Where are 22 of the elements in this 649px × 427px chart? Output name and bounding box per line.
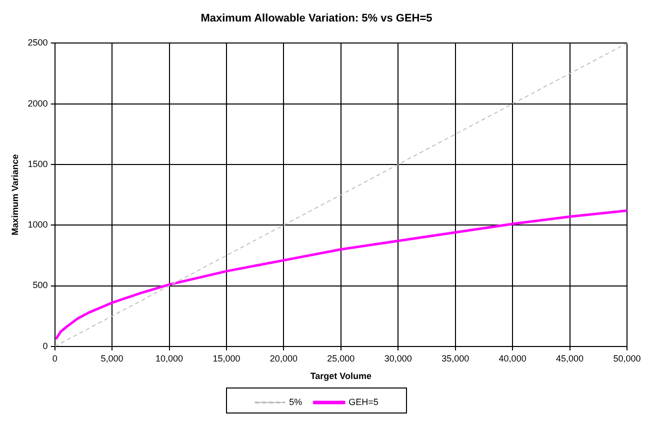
y-tick-label: 1500	[28, 158, 48, 169]
y-tick-label: 2000	[28, 98, 48, 108]
y-tick-label: 1000	[28, 220, 48, 230]
x-tick-label: 35,000	[442, 353, 470, 364]
y-axis-title: Maximum Variance	[10, 154, 20, 236]
x-tick-label: 25,000	[327, 353, 355, 364]
x-tick-label: 20,000	[270, 353, 298, 364]
legend-label: 5%	[289, 396, 302, 407]
y-tick-label: 2500	[28, 38, 48, 48]
x-tick-label: 5,000	[100, 353, 124, 364]
x-tick-label: 0	[52, 353, 58, 364]
chart-title: Maximum Allowable Variation: 5% vs GEH=5	[200, 12, 432, 25]
x-tick-label: 15,000	[212, 353, 240, 364]
x-axis-title: Target Volume	[310, 371, 372, 382]
y-tick-label: 0	[42, 340, 48, 351]
y-tick-label: 500	[32, 280, 48, 290]
x-tick-label: 10,000	[155, 353, 184, 364]
legend-label: GEH=5	[348, 396, 378, 407]
x-tick-label: 40,000	[498, 353, 526, 364]
x-tick-label: 45,000	[556, 353, 584, 364]
x-tick-label: 50,000	[613, 353, 641, 364]
x-tick-label: 30,000	[384, 353, 412, 364]
